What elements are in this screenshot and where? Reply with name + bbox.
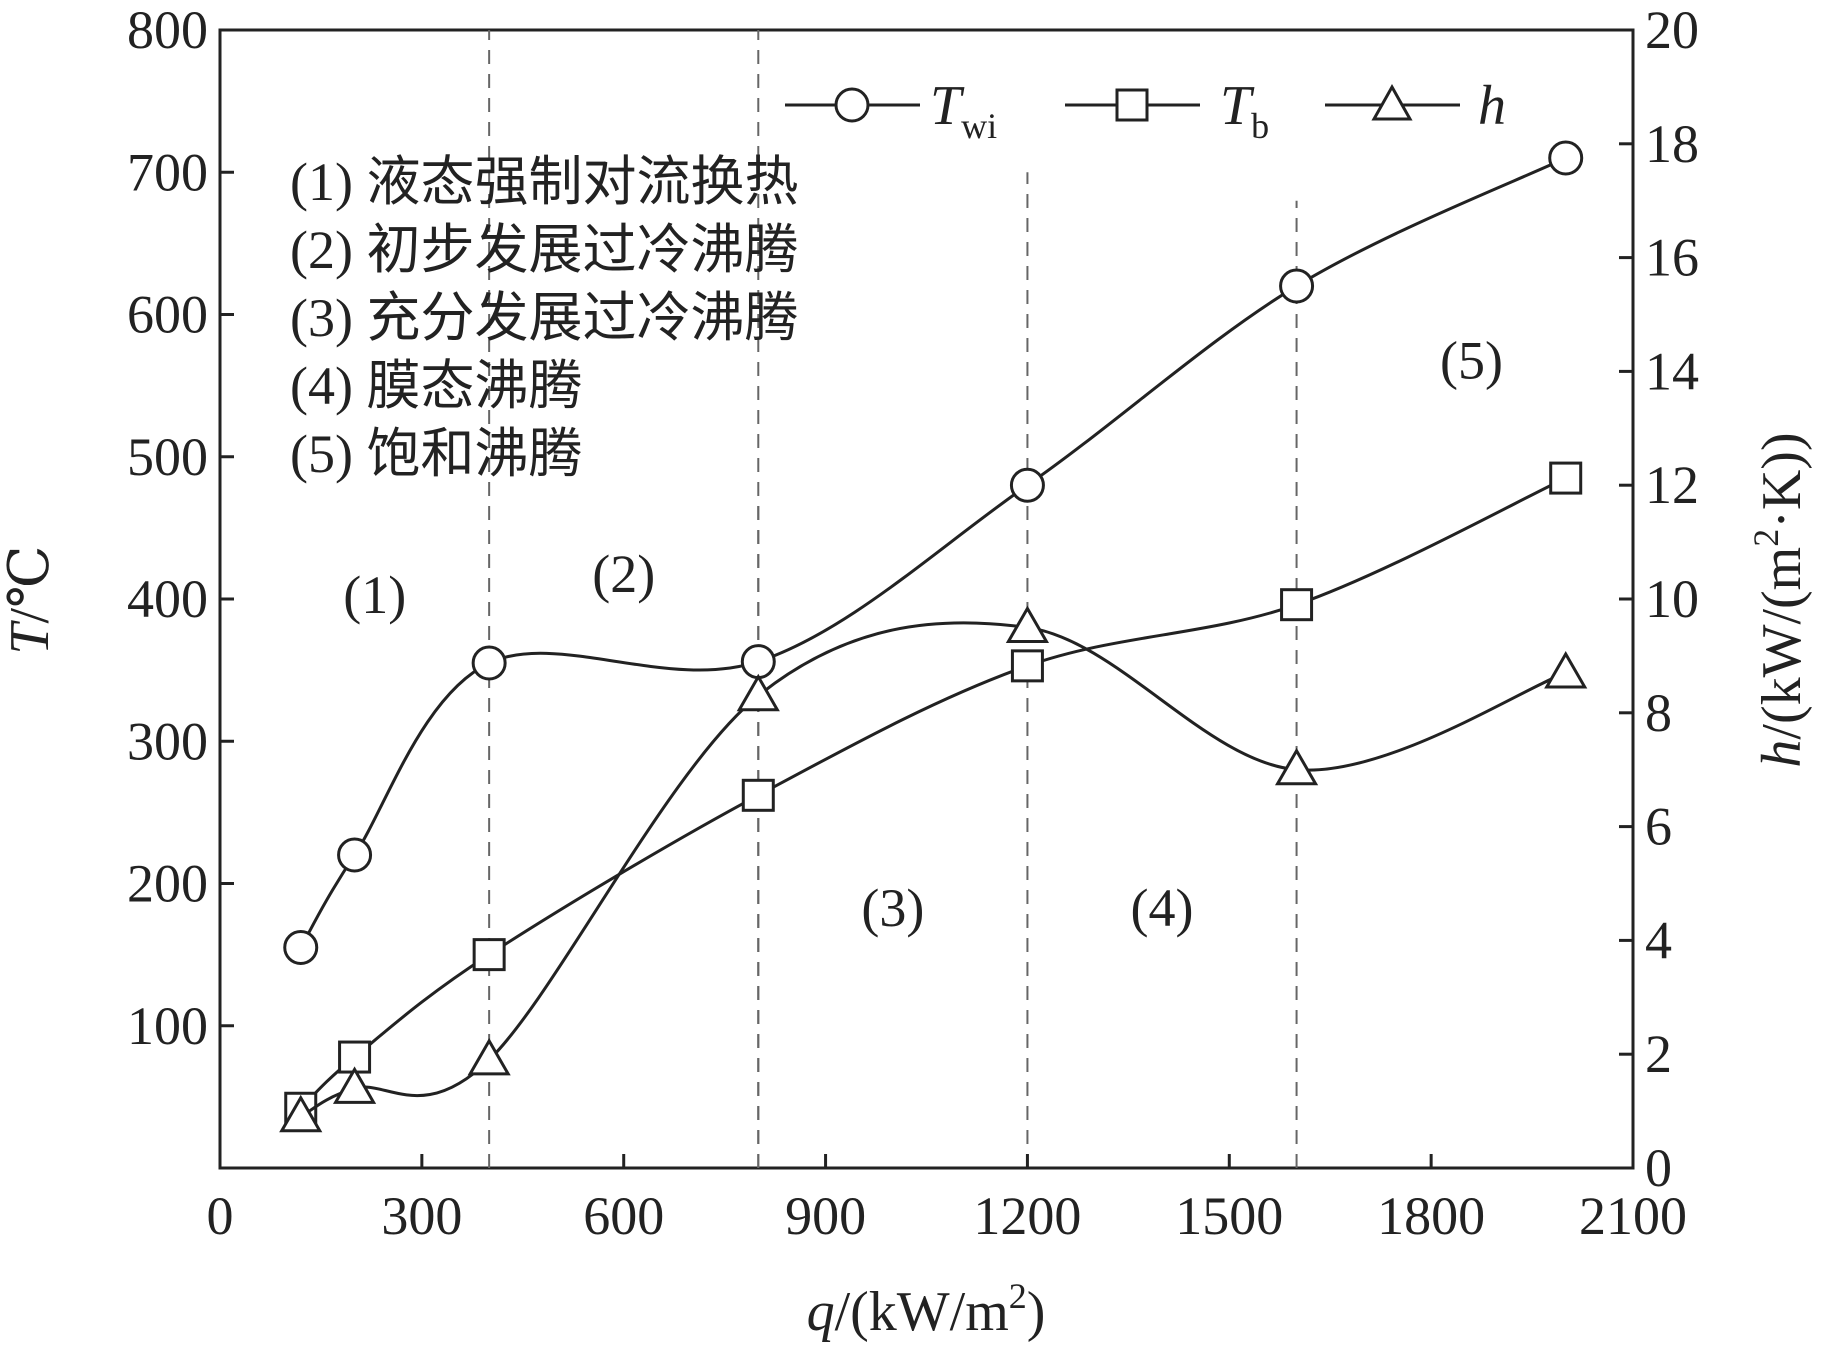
y-right-tick-label: 14: [1645, 341, 1699, 401]
y-axis-right-title: h/(kW/(m2·K)): [1746, 432, 1813, 767]
data-point-tb: [472, 938, 506, 972]
data-point-tb: [1280, 588, 1314, 622]
legend-marker-twi: [834, 87, 870, 123]
x-axis-title: q/(kW/m2): [807, 1276, 1046, 1343]
x-tick-label: 300: [381, 1186, 462, 1246]
region-label-5: (5): [1440, 331, 1503, 391]
y-right-tick-label: 6: [1645, 797, 1672, 857]
y-left-tick-label: 400: [127, 569, 208, 629]
y-left-tick-label: 600: [127, 285, 208, 345]
annotation-list: (1) 液态强制对流换热 (2) 初步发展过冷沸腾 (3) 充分发展过冷沸腾 (…: [290, 152, 798, 484]
x-tick-label: 1500: [1175, 1186, 1283, 1246]
legend-label-twi: Twi: [930, 75, 997, 146]
data-point-h: [1274, 747, 1319, 786]
data-point-tb: [1010, 649, 1044, 683]
y-left-tick-label: 500: [127, 427, 208, 487]
legend-label-h: h: [1478, 75, 1506, 137]
data-point-h: [332, 1066, 377, 1104]
data-point-h: [736, 673, 780, 712]
data-point-h: [1005, 605, 1050, 643]
data-point-twi: [740, 644, 776, 680]
y-axis-left-title: T/℃: [0, 545, 61, 654]
data-point-twi: [1009, 467, 1045, 503]
y-left-tick-label: 300: [127, 711, 208, 771]
annotation-2: (2) 初步发展过冷沸腾: [290, 220, 798, 280]
region-dividers: [488, 30, 1298, 1168]
region-label-1: (1): [343, 565, 406, 625]
y-right-tick-label: 4: [1645, 910, 1672, 970]
x-tick-label: 0: [207, 1186, 234, 1246]
annotation-5: (5) 饱和沸腾: [290, 424, 582, 484]
y-right-tick-label: 10: [1645, 569, 1699, 629]
y-right-tick-label: 12: [1645, 455, 1699, 515]
data-point-tb: [1549, 461, 1583, 495]
axis-ticks: 0 300 600 900 1200 1500 1800 210010020030040050…: [127, 0, 1699, 1246]
data-point-twi: [471, 645, 507, 681]
x-tick-label: 2100: [1579, 1186, 1687, 1246]
data-point-twi: [337, 837, 373, 873]
data-point-tb: [741, 778, 775, 812]
region-label-4: (4): [1131, 878, 1194, 938]
y-right-tick-label: 16: [1645, 228, 1699, 288]
annotation-4: (4) 膜态沸腾: [290, 356, 582, 416]
legend-label-tb: Tb: [1220, 75, 1269, 146]
region-label-3: (3): [861, 878, 924, 938]
y-right-tick-label: 20: [1645, 0, 1699, 60]
region-labels: (1) (2) (3) (4) (5): [343, 331, 1503, 939]
y-left-tick-label: 200: [127, 854, 208, 914]
y-right-tick-label: 0: [1645, 1138, 1672, 1198]
y-left-tick-label: 700: [127, 142, 208, 202]
x-tick-label: 1800: [1377, 1186, 1485, 1246]
x-tick-label: 1200: [973, 1186, 1081, 1246]
x-tick-label: 600: [583, 1186, 664, 1246]
legend-marker-h: [1371, 83, 1413, 121]
data-point-h: [1544, 650, 1588, 689]
data-point-twi: [283, 930, 319, 966]
data-point-twi: [1279, 268, 1315, 304]
y-right-tick-label: 2: [1645, 1024, 1672, 1084]
annotation-3: (3) 充分发展过冷沸腾: [290, 288, 798, 348]
legend-marker-tb: [1115, 88, 1149, 122]
y-left-tick-label: 800: [127, 0, 208, 60]
legend: Twi Tb h: [785, 75, 1506, 146]
series-line-tb: [299, 476, 1567, 1110]
y-left-tick-label: 100: [127, 996, 208, 1056]
x-tick-label: 900: [785, 1186, 866, 1246]
data-point-twi: [1548, 140, 1584, 176]
data-point-h: [467, 1037, 511, 1076]
annotation-1: (1) 液态强制对流换热: [290, 152, 798, 212]
y-right-tick-label: 18: [1645, 114, 1699, 174]
series-layer: [279, 140, 1588, 1133]
y-right-tick-label: 8: [1645, 683, 1672, 743]
data-point-h: [279, 1094, 323, 1133]
region-label-2: (2): [592, 544, 655, 604]
